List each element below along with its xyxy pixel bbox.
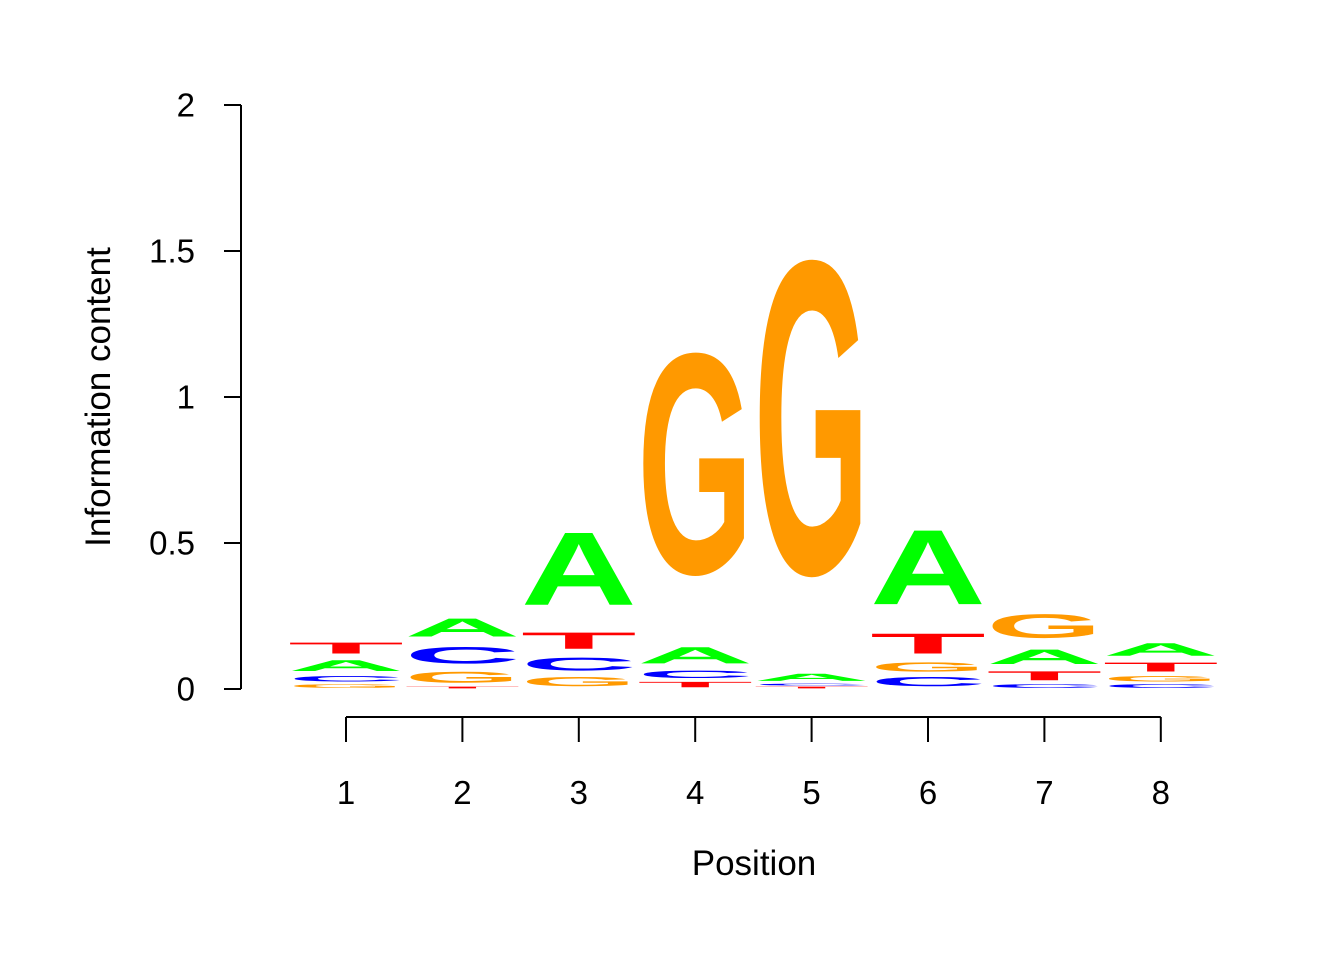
letter-G-pos-6: G <box>870 660 986 675</box>
letter-C-pos-8: C <box>1103 683 1219 689</box>
x-tick-label: 8 <box>1152 774 1170 811</box>
letter-C-pos-1: C <box>288 674 404 683</box>
y-tick-label: 0.5 <box>149 525 195 562</box>
y-axis-label: Information content <box>79 247 118 547</box>
letter-T-pos-3: T <box>521 628 637 654</box>
letter-G-pos-8: G <box>1103 674 1219 683</box>
letter-T-pos-6: T <box>870 628 986 660</box>
x-tick-label: 3 <box>570 774 588 811</box>
letter-G-pos-7: G <box>986 607 1102 645</box>
letter-T-pos-4: T <box>637 680 753 689</box>
y-tick-label: 2 <box>177 87 195 124</box>
letter-A-pos-7: A <box>986 645 1102 668</box>
letter-C-pos-7: C <box>986 683 1102 689</box>
letter-C-pos-6: C <box>870 674 986 689</box>
letter-A-pos-1: A <box>288 657 404 674</box>
letter-G-pos-4: G <box>637 289 753 641</box>
y-axis: 0 0.5 1 1.5 2 <box>149 87 242 708</box>
x-tick-label: 4 <box>686 774 704 811</box>
x-tick-label: 7 <box>1035 774 1053 811</box>
x-axis: 1 2 3 4 5 6 7 8 <box>337 716 1170 811</box>
letter-C-pos-5: C <box>754 683 870 686</box>
letter-A-pos-4: A <box>637 642 753 668</box>
y-tick-label: 1 <box>177 379 195 416</box>
letter-G-pos-1: G <box>288 683 404 689</box>
letter-T-pos-7: T <box>986 668 1102 683</box>
letter-A-pos-8: A <box>1103 640 1219 660</box>
letter-A-pos-5: A <box>754 672 870 684</box>
letter-G-pos-2: G <box>404 669 520 686</box>
letter-T-pos-8: T <box>1103 660 1219 675</box>
letter-T-pos-2: T <box>404 686 520 689</box>
x-tick-label: 5 <box>802 774 820 811</box>
x-tick-label: 2 <box>453 774 471 811</box>
letter-G-pos-5: G <box>754 168 870 669</box>
letter-G-pos-3: G <box>521 674 637 689</box>
letter-A-pos-2: A <box>404 613 520 642</box>
letter-C-pos-3: C <box>521 654 637 674</box>
letter-T-pos-5: T <box>754 686 870 689</box>
letter-A-pos-6: A <box>870 508 986 627</box>
y-tick-label: 0 <box>177 671 195 708</box>
letter-C-pos-2: C <box>404 642 520 668</box>
letter-A-pos-3: A <box>521 510 637 627</box>
x-tick-label: 6 <box>919 774 937 811</box>
letter-T-pos-1: T <box>288 639 404 657</box>
letter-C-pos-4: C <box>637 669 753 681</box>
y-tick-label: 1.5 <box>149 233 195 270</box>
x-tick-label: 1 <box>337 774 355 811</box>
x-axis-label: Position <box>692 844 817 883</box>
